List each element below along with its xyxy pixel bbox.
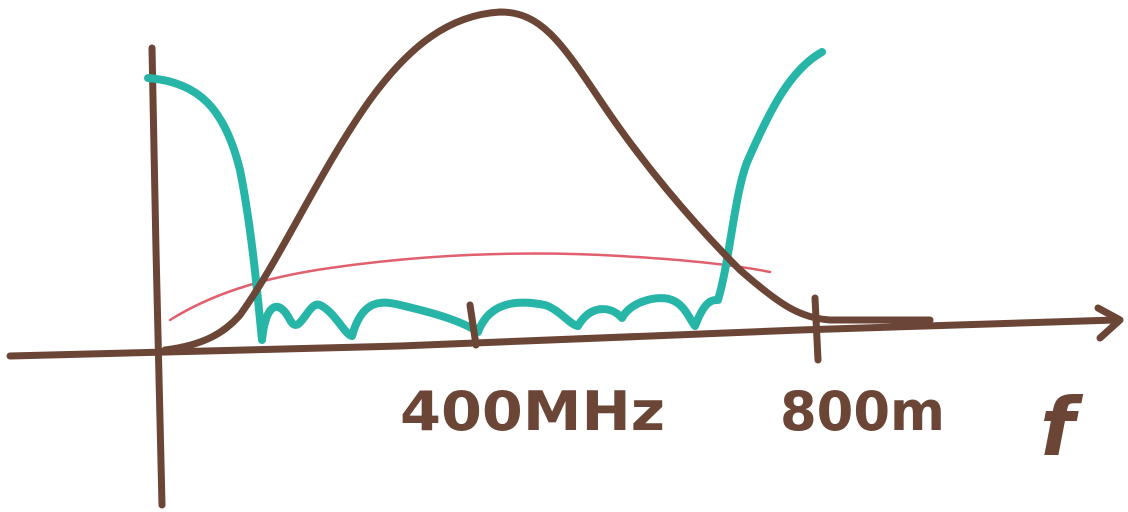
brown-curve: [161, 8, 934, 354]
x-axis: [6, 316, 1119, 360]
x-arrow: [1094, 304, 1124, 342]
red-curve: [168, 252, 772, 322]
y-axis: [148, 44, 166, 509]
tick-label: 800m: [780, 380, 945, 443]
teal-curve: [144, 48, 826, 344]
tick-400: [466, 301, 480, 349]
axis-label: f: [1040, 381, 1084, 474]
tick-800: [811, 294, 822, 364]
tick-label: 400MHz: [400, 380, 665, 443]
